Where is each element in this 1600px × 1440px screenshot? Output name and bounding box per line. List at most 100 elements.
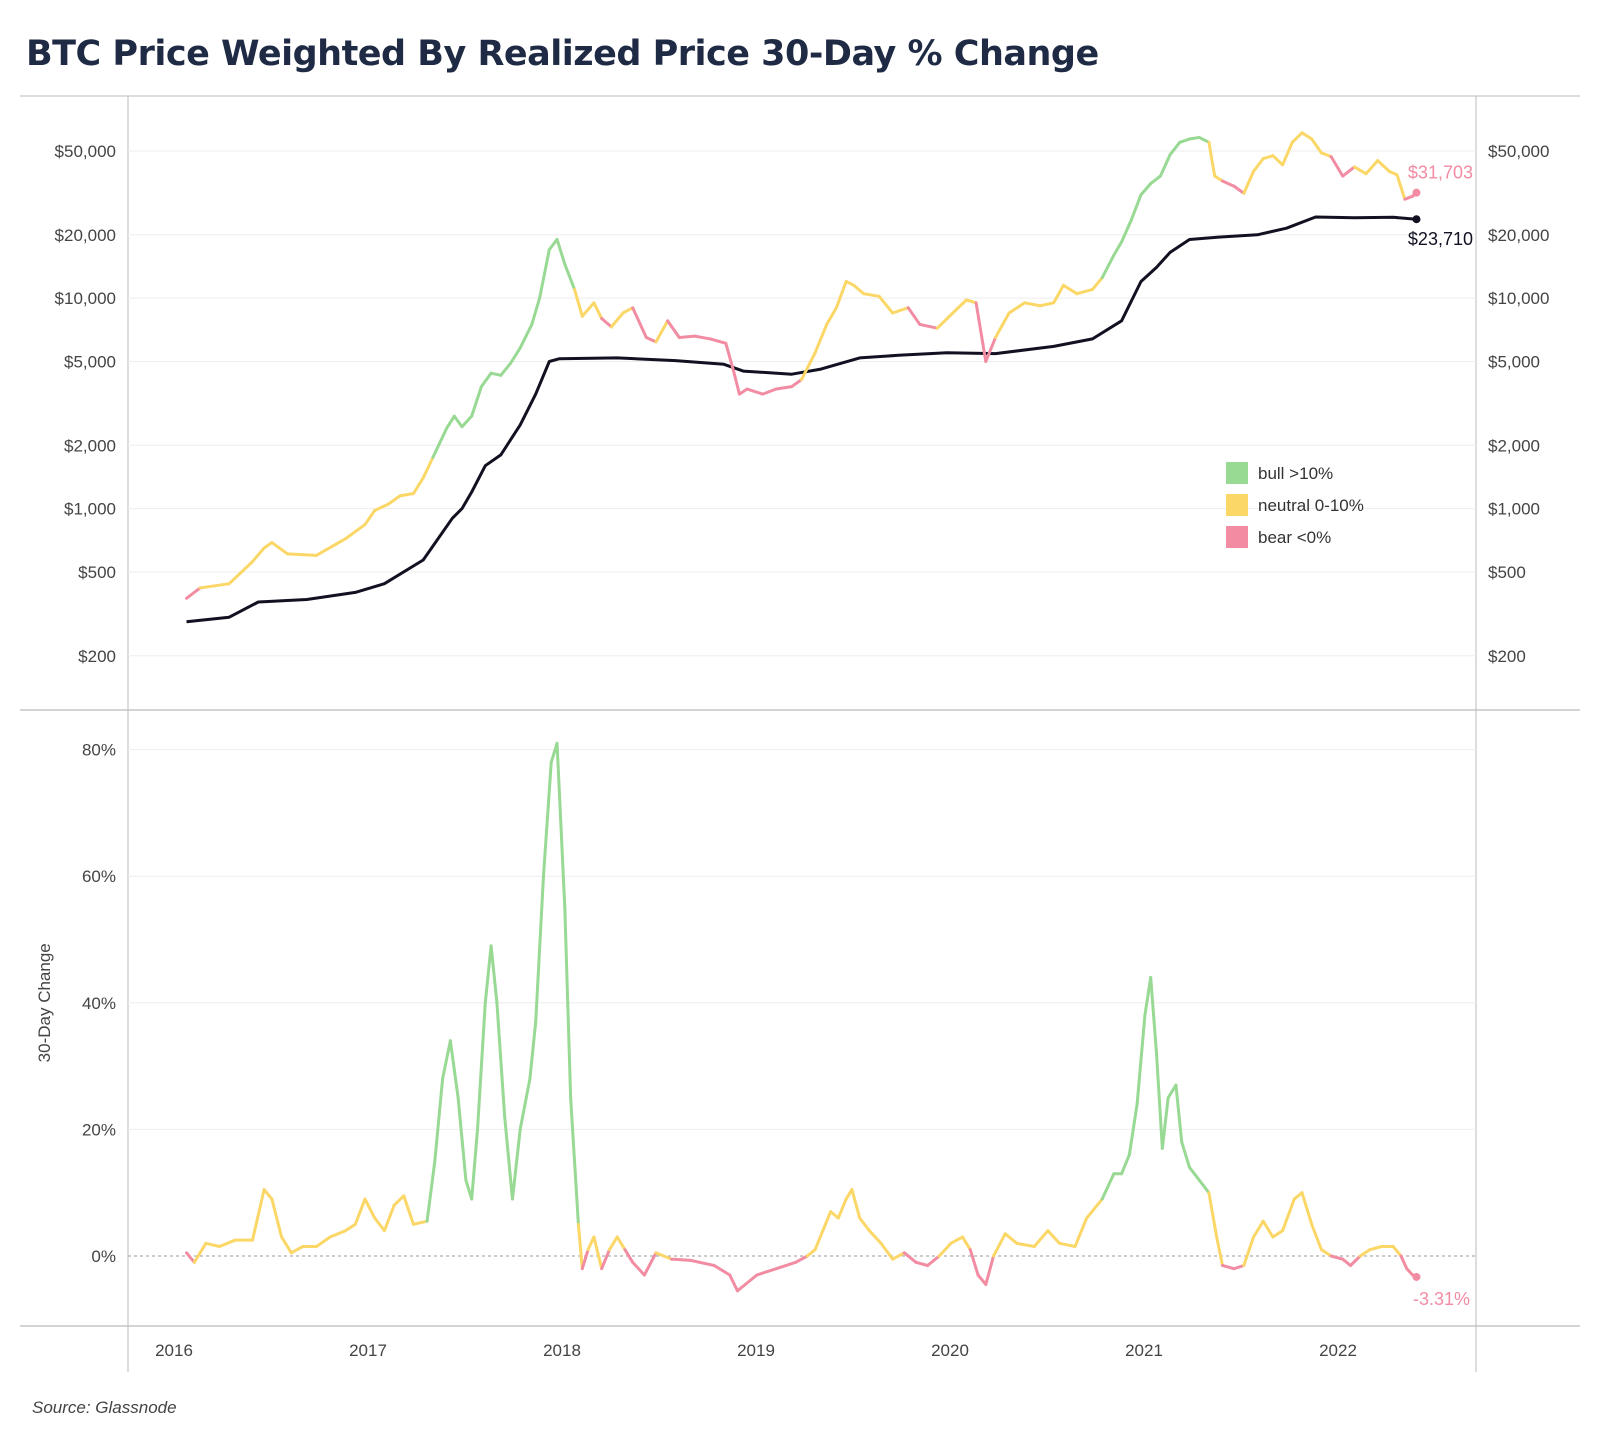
price-segment <box>1319 151 1333 159</box>
price-segment <box>935 311 955 330</box>
change-segment <box>1085 1197 1104 1220</box>
price-tick-label-right: $20,000 <box>1488 226 1549 245</box>
price-segment <box>600 317 613 329</box>
price-segment <box>984 336 997 363</box>
price-segment <box>250 546 266 564</box>
price-segment <box>470 385 483 418</box>
price-segment <box>1149 174 1162 186</box>
change-segment <box>879 1241 895 1261</box>
price-segment <box>444 414 456 431</box>
change-segment <box>1188 1165 1201 1182</box>
change-tick-label: 0% <box>91 1247 116 1266</box>
change-segment <box>1292 1191 1304 1201</box>
change-segment <box>1271 1229 1285 1239</box>
price-segment <box>315 537 348 557</box>
change-segment <box>1073 1216 1089 1249</box>
chart-frame <box>20 95 1580 1372</box>
price-segment <box>262 541 274 550</box>
change-segment <box>592 1235 604 1271</box>
change-segment <box>382 1203 396 1233</box>
price-segment <box>1395 173 1407 201</box>
change-segment <box>712 1263 732 1277</box>
price-tick-label-right: $5,000 <box>1488 353 1540 372</box>
change-segment <box>926 1254 941 1267</box>
price-segment <box>1197 135 1211 144</box>
change-segment <box>891 1251 906 1261</box>
price-segment <box>1207 140 1217 178</box>
price-segment <box>509 346 522 365</box>
change-axis-title: 30-Day Change <box>35 943 54 1062</box>
price-segment <box>1352 165 1368 176</box>
change-segment <box>1391 1245 1403 1258</box>
legend-label: bear <0% <box>1258 528 1331 547</box>
change-segment <box>600 1248 611 1271</box>
legend: bull >10% neutral 0-10% bear <0% <box>1226 462 1364 548</box>
change-segment <box>728 1273 739 1293</box>
price-segment <box>1158 153 1172 178</box>
price-segment <box>580 301 596 318</box>
change-segment <box>949 1235 965 1245</box>
price-segment <box>813 322 829 355</box>
change-segment <box>1281 1197 1296 1233</box>
change-segment <box>631 1260 646 1277</box>
realized-price-line <box>186 215 1421 624</box>
change-segment <box>1058 1241 1077 1249</box>
price-tick-label-right: $200 <box>1488 647 1526 666</box>
price-segment <box>227 560 254 586</box>
change-segment <box>541 760 553 878</box>
price-segment <box>573 287 584 318</box>
price-segment <box>1091 276 1104 291</box>
change-segment <box>867 1229 883 1245</box>
price-segment <box>1129 193 1143 222</box>
change-tick-label: 80% <box>82 741 116 760</box>
change-segment <box>1127 1102 1139 1157</box>
x-tick-label: 2017 <box>349 1341 387 1360</box>
legend-label: neutral 0-10% <box>1258 496 1364 515</box>
change-segment <box>774 1260 798 1271</box>
change-segment <box>1149 975 1159 1055</box>
change-line <box>185 741 1421 1293</box>
price-segment <box>1112 240 1124 257</box>
price-tick-label-right: $50,000 <box>1488 142 1549 161</box>
price-segment <box>1213 174 1224 183</box>
change-segment <box>441 1039 452 1081</box>
price-segment <box>609 311 625 329</box>
price-segment <box>708 337 728 345</box>
change-segment <box>510 1127 522 1201</box>
price-segment <box>761 387 778 396</box>
price-segment <box>964 298 978 305</box>
change-segment <box>392 1194 406 1207</box>
price-segment <box>1329 155 1345 178</box>
change-segment <box>623 1248 635 1264</box>
change-segment <box>569 1096 580 1226</box>
price-segment <box>1232 184 1246 195</box>
change-segment <box>315 1235 332 1249</box>
price-segment <box>398 492 415 498</box>
change-segment <box>1155 1051 1164 1150</box>
price-segment <box>891 306 910 315</box>
change-segment <box>1232 1263 1246 1271</box>
change-segment <box>1399 1254 1409 1271</box>
price-segment <box>644 336 658 344</box>
change-segment <box>425 1159 437 1223</box>
price-segment <box>555 237 567 266</box>
gridlines <box>128 150 1476 1257</box>
price-segment <box>452 414 464 429</box>
price-segment <box>666 319 681 340</box>
change-segment <box>344 1222 357 1233</box>
change-segment <box>192 1241 208 1264</box>
change-segment <box>1252 1219 1265 1239</box>
x-axis-ticks: 2016 2017 2018 2019 2020 2021 2022 <box>155 1341 1357 1360</box>
price-segment <box>1075 287 1094 296</box>
change-segment <box>495 1001 507 1119</box>
change-segment <box>1160 1096 1170 1150</box>
change-segment <box>1032 1229 1050 1249</box>
price-segment <box>834 279 848 310</box>
price-segment <box>994 311 1011 340</box>
price-segment <box>563 262 577 291</box>
price-segment <box>693 334 712 341</box>
change-segment <box>1015 1241 1036 1249</box>
change-segment <box>476 1001 487 1131</box>
change-axis-ticks: 0% 20% 40% 60% 80% 30-Day Change <box>35 741 116 1266</box>
